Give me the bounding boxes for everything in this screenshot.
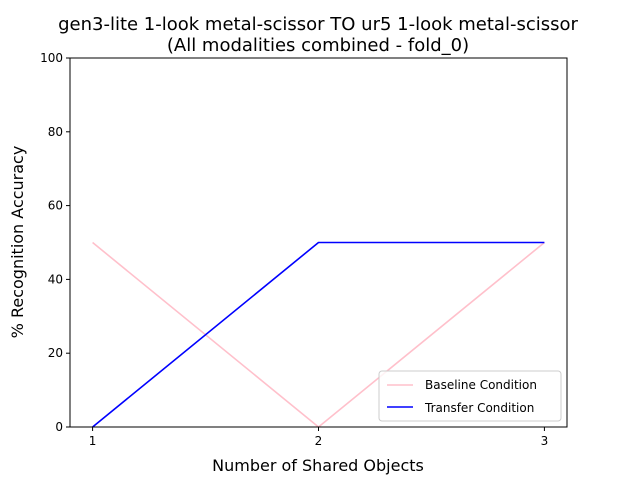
x-axis-label: Number of Shared Objects <box>212 456 424 475</box>
series-line-transfer <box>92 241 545 428</box>
y-axis-ticks: 0 20 40 60 80 100 <box>40 51 70 434</box>
y-axis-label: % Recognition Accuracy <box>8 146 27 339</box>
legend-label-transfer: Transfer Condition <box>424 401 534 415</box>
x-tick-label: 1 <box>89 434 97 448</box>
x-tick-label: 2 <box>315 434 323 448</box>
y-tick-label: 60 <box>48 199 63 213</box>
legend-label-baseline: Baseline Condition <box>425 378 537 392</box>
y-tick-label: 40 <box>48 272 63 286</box>
legend-box <box>378 370 562 422</box>
y-tick-label: 0 <box>55 420 63 434</box>
x-tick-label: 3 <box>541 434 549 448</box>
y-tick-label: 20 <box>48 346 63 360</box>
y-tick-label: 80 <box>48 125 63 139</box>
x-axis-ticks: 1 2 3 <box>89 427 548 448</box>
y-tick-label: 100 <box>40 51 63 65</box>
chart-title-line-1: gen3-lite 1-look metal-scissor TO ur5 1-… <box>58 14 578 35</box>
legend: Baseline Condition Transfer Condition <box>378 370 562 422</box>
chart-title-line-2: (All modalities combined - fold_0) <box>167 35 469 56</box>
